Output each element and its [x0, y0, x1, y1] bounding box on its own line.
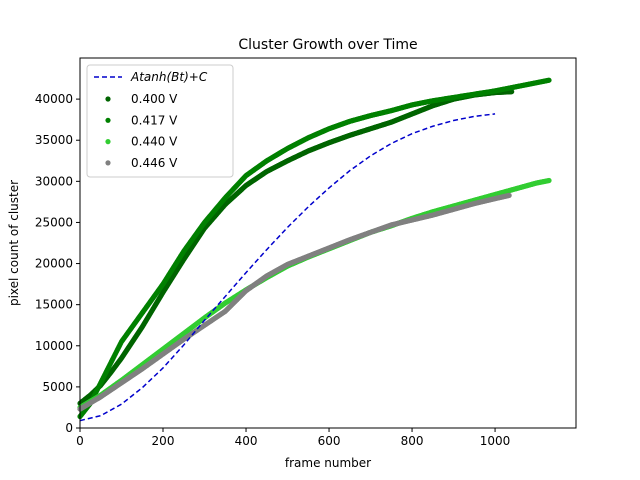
x-tick-label: 0 [76, 434, 84, 448]
y-axis-label: pixel count of cluster [7, 180, 21, 306]
x-axis: 0 200 400 600 800 1000 [76, 428, 510, 448]
legend-label: 0.440 V [131, 135, 178, 149]
y-tick-label: 15000 [35, 298, 73, 312]
y-tick-label: 20000 [35, 257, 73, 271]
y-tick-label: 40000 [35, 92, 73, 106]
legend-swatch [105, 160, 111, 166]
x-tick-label: 1000 [480, 434, 511, 448]
legend-fit-label: Atanh(Bt)+C [130, 70, 208, 84]
y-tick-label: 30000 [35, 174, 73, 188]
legend-swatch [105, 117, 111, 123]
series-0-446-V [77, 192, 512, 412]
y-tick-label: 35000 [35, 133, 73, 147]
y-tick-label: 5000 [42, 380, 73, 394]
plot-frame [79, 57, 577, 429]
legend: Atanh(Bt)+C 0.400 V 0.417 V 0.440 V 0.446 V [86, 64, 234, 178]
chart-title: Cluster Growth over Time [238, 37, 417, 53]
series-0-417-V [77, 77, 552, 420]
data-point [506, 192, 512, 199]
y-tick-label: 10000 [35, 339, 73, 353]
x-tick-label: 400 [235, 434, 258, 448]
y-tick-label: 0 [65, 421, 73, 435]
legend-swatch [105, 96, 111, 102]
y-axis: 0 5000 10000 15000 20000 25000 30000 35000 40000 [35, 92, 80, 435]
y-tick-label: 25000 [35, 215, 73, 229]
series-0-400-V [77, 89, 515, 406]
legend-label: 0.400 V [131, 92, 178, 106]
plot-area [77, 77, 552, 422]
x-tick-label: 800 [401, 434, 424, 448]
legend-swatch [105, 139, 111, 145]
fit-curve [79, 113, 496, 422]
x-axis-label: frame number [285, 456, 371, 470]
legend-label: 0.446 V [131, 156, 178, 170]
data-point [546, 177, 552, 184]
x-tick-label: 200 [152, 434, 175, 448]
x-tick-label: 600 [318, 434, 341, 448]
legend-box [86, 64, 234, 178]
legend-label: 0.417 V [131, 113, 178, 127]
data-point [546, 77, 552, 83]
